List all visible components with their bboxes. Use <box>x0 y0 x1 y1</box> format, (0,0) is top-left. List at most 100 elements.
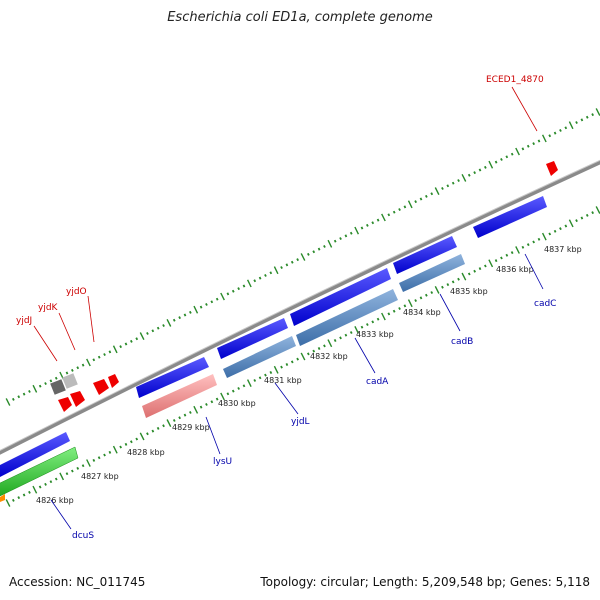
minor-tick <box>44 382 47 386</box>
minor-tick <box>183 413 187 417</box>
minor-tick <box>108 450 112 454</box>
gene-bar-cadc[interactable] <box>473 196 547 238</box>
gene-arrow-yjdo[interactable] <box>93 379 109 395</box>
minor-tick <box>172 318 176 322</box>
minor-tick <box>532 240 535 244</box>
major-tick <box>32 384 38 393</box>
minor-tick <box>226 392 230 396</box>
major-tick <box>32 485 38 494</box>
gene-box-yjdk[interactable] <box>62 373 78 389</box>
minor-tick <box>317 247 321 251</box>
minor-tick <box>451 181 455 185</box>
major-tick <box>461 272 467 281</box>
gene-arrow[interactable] <box>70 391 85 407</box>
minor-tick <box>398 307 401 311</box>
minor-tick <box>585 115 589 119</box>
minor-tick <box>317 347 321 350</box>
major-tick <box>246 279 252 288</box>
major-tick <box>86 358 91 367</box>
gene-bar[interactable] <box>296 289 398 346</box>
gene-bar[interactable] <box>136 357 209 398</box>
minor-tick <box>76 366 80 370</box>
minor-tick <box>12 498 15 502</box>
minor-tick <box>478 267 482 271</box>
gene-bar-cada[interactable] <box>290 268 391 326</box>
minor-tick <box>349 331 353 335</box>
minor-tick <box>425 293 428 297</box>
minor-tick <box>414 299 417 303</box>
minor-tick <box>425 194 428 198</box>
scale-label: 4835 kbp <box>450 287 488 296</box>
minor-tick <box>17 496 21 500</box>
minor-tick <box>124 442 128 446</box>
scale-label: 4837 kbp <box>544 245 582 254</box>
major-tick <box>220 292 225 301</box>
gene-label-yjdl: yjdL <box>291 417 310 427</box>
minor-tick <box>441 285 444 289</box>
minor-tick <box>108 350 112 354</box>
minor-tick <box>392 210 396 214</box>
accession-text: Accession: NC_011745 <box>9 575 146 589</box>
minor-tick <box>333 239 337 243</box>
gene-label-dcus: dcuS <box>72 531 94 541</box>
minor-tick <box>183 313 187 317</box>
gene-labels: ECED1_4870 yjdO yjdK yjdJ cadC cadB cadA… <box>16 75 556 541</box>
minor-tick <box>366 323 369 327</box>
minor-tick <box>151 329 155 333</box>
minor-tick <box>205 302 208 306</box>
minor-tick <box>505 253 509 257</box>
minor-tick <box>430 291 434 295</box>
minor-tick <box>285 363 289 366</box>
gene-bar-dcus[interactable] <box>0 446 79 497</box>
minor-tick <box>484 264 487 268</box>
major-tick <box>595 108 600 116</box>
minor-tick <box>156 426 160 430</box>
minor-tick <box>97 355 101 359</box>
gene-bar[interactable] <box>223 336 296 378</box>
minor-tick <box>178 316 181 320</box>
minor-tick <box>285 263 289 267</box>
minor-tick <box>28 389 31 393</box>
minor-tick <box>591 211 594 215</box>
forward-strand-features <box>50 161 558 412</box>
minor-tick <box>199 405 203 409</box>
major-tick <box>193 405 199 414</box>
minor-tick <box>532 142 535 146</box>
minor-tick <box>494 160 498 164</box>
minor-tick <box>339 336 342 340</box>
minor-tick <box>258 276 262 280</box>
minor-tick <box>441 186 444 190</box>
gene-arrow-eced1-4870[interactable] <box>546 161 558 176</box>
gene-bar-cadb[interactable] <box>393 236 457 274</box>
lower-tick-row <box>5 206 600 507</box>
minor-tick <box>494 259 498 263</box>
gene-arrow[interactable] <box>58 397 72 412</box>
minor-tick <box>559 227 562 231</box>
gene-box-yjdj[interactable] <box>50 379 66 395</box>
minor-tick <box>76 466 80 470</box>
minor-tick <box>360 325 364 329</box>
minor-tick <box>124 342 128 346</box>
minor-tick <box>521 245 525 249</box>
major-tick <box>407 200 413 209</box>
minor-tick <box>97 456 101 460</box>
gene-label-cadb: cadB <box>451 337 473 347</box>
minor-tick <box>130 339 133 343</box>
scale-label: 4836 kbp <box>496 265 534 274</box>
minor-tick <box>521 147 525 151</box>
major-tick <box>515 147 520 156</box>
minor-tick <box>231 389 235 393</box>
gene-bar[interactable] <box>399 254 465 292</box>
summary-text: Topology: circular; Length: 5,209,548 bp… <box>260 575 590 589</box>
gene-bar-lysu[interactable] <box>142 374 217 418</box>
gene-arrow[interactable] <box>108 374 119 388</box>
gene-bar[interactable] <box>0 432 70 477</box>
gene-bar-yjdl[interactable] <box>217 318 288 359</box>
major-tick <box>541 232 547 241</box>
upper-tick-row <box>5 108 600 406</box>
scale-label: 4834 kbp <box>403 308 441 317</box>
major-tick <box>246 379 252 388</box>
minor-tick <box>162 324 165 328</box>
minor-tick <box>81 363 85 367</box>
minor-tick <box>500 256 503 260</box>
